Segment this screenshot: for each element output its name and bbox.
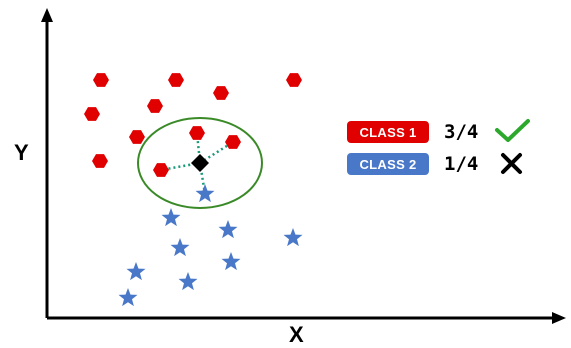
x-axis-label: X [289, 322, 304, 347]
class2-votes: 1/4 [444, 153, 479, 175]
hexagon-icon [213, 86, 229, 100]
hexagon-icon [225, 135, 241, 149]
class1-badge: CLASS 1 [347, 121, 429, 143]
hexagon-icon [129, 130, 145, 144]
star-icon [218, 220, 238, 239]
hexagon-icon [147, 99, 163, 113]
hexagon-icon [93, 73, 109, 87]
y-axis-arrowhead [41, 8, 53, 22]
class2-badge: CLASS 2 [347, 153, 429, 175]
axes [41, 8, 566, 324]
class1-votes: 3/4 [444, 121, 479, 143]
star-icon [161, 208, 181, 227]
neighbor-circle [137, 117, 263, 209]
y-axis-label: Y [14, 140, 29, 165]
star-icon [195, 184, 215, 203]
star-icon [126, 262, 146, 281]
hexagon-icon [168, 73, 184, 87]
hexagon-icon [286, 73, 302, 87]
diamond-icon [191, 154, 209, 172]
star-icon [283, 228, 303, 247]
hexagon-icon [92, 154, 108, 168]
star-icon [178, 272, 198, 291]
hexagon-icon [153, 163, 169, 177]
cross-icon [501, 153, 522, 174]
star-icon [221, 252, 241, 271]
hexagon-icon [84, 107, 100, 121]
class2-points [118, 184, 303, 307]
x-axis-arrowhead [552, 312, 566, 324]
class1-points [84, 73, 302, 177]
star-icon [170, 238, 190, 257]
star-icon [118, 288, 138, 307]
hexagon-icon [189, 126, 205, 140]
check-icon [495, 119, 530, 142]
